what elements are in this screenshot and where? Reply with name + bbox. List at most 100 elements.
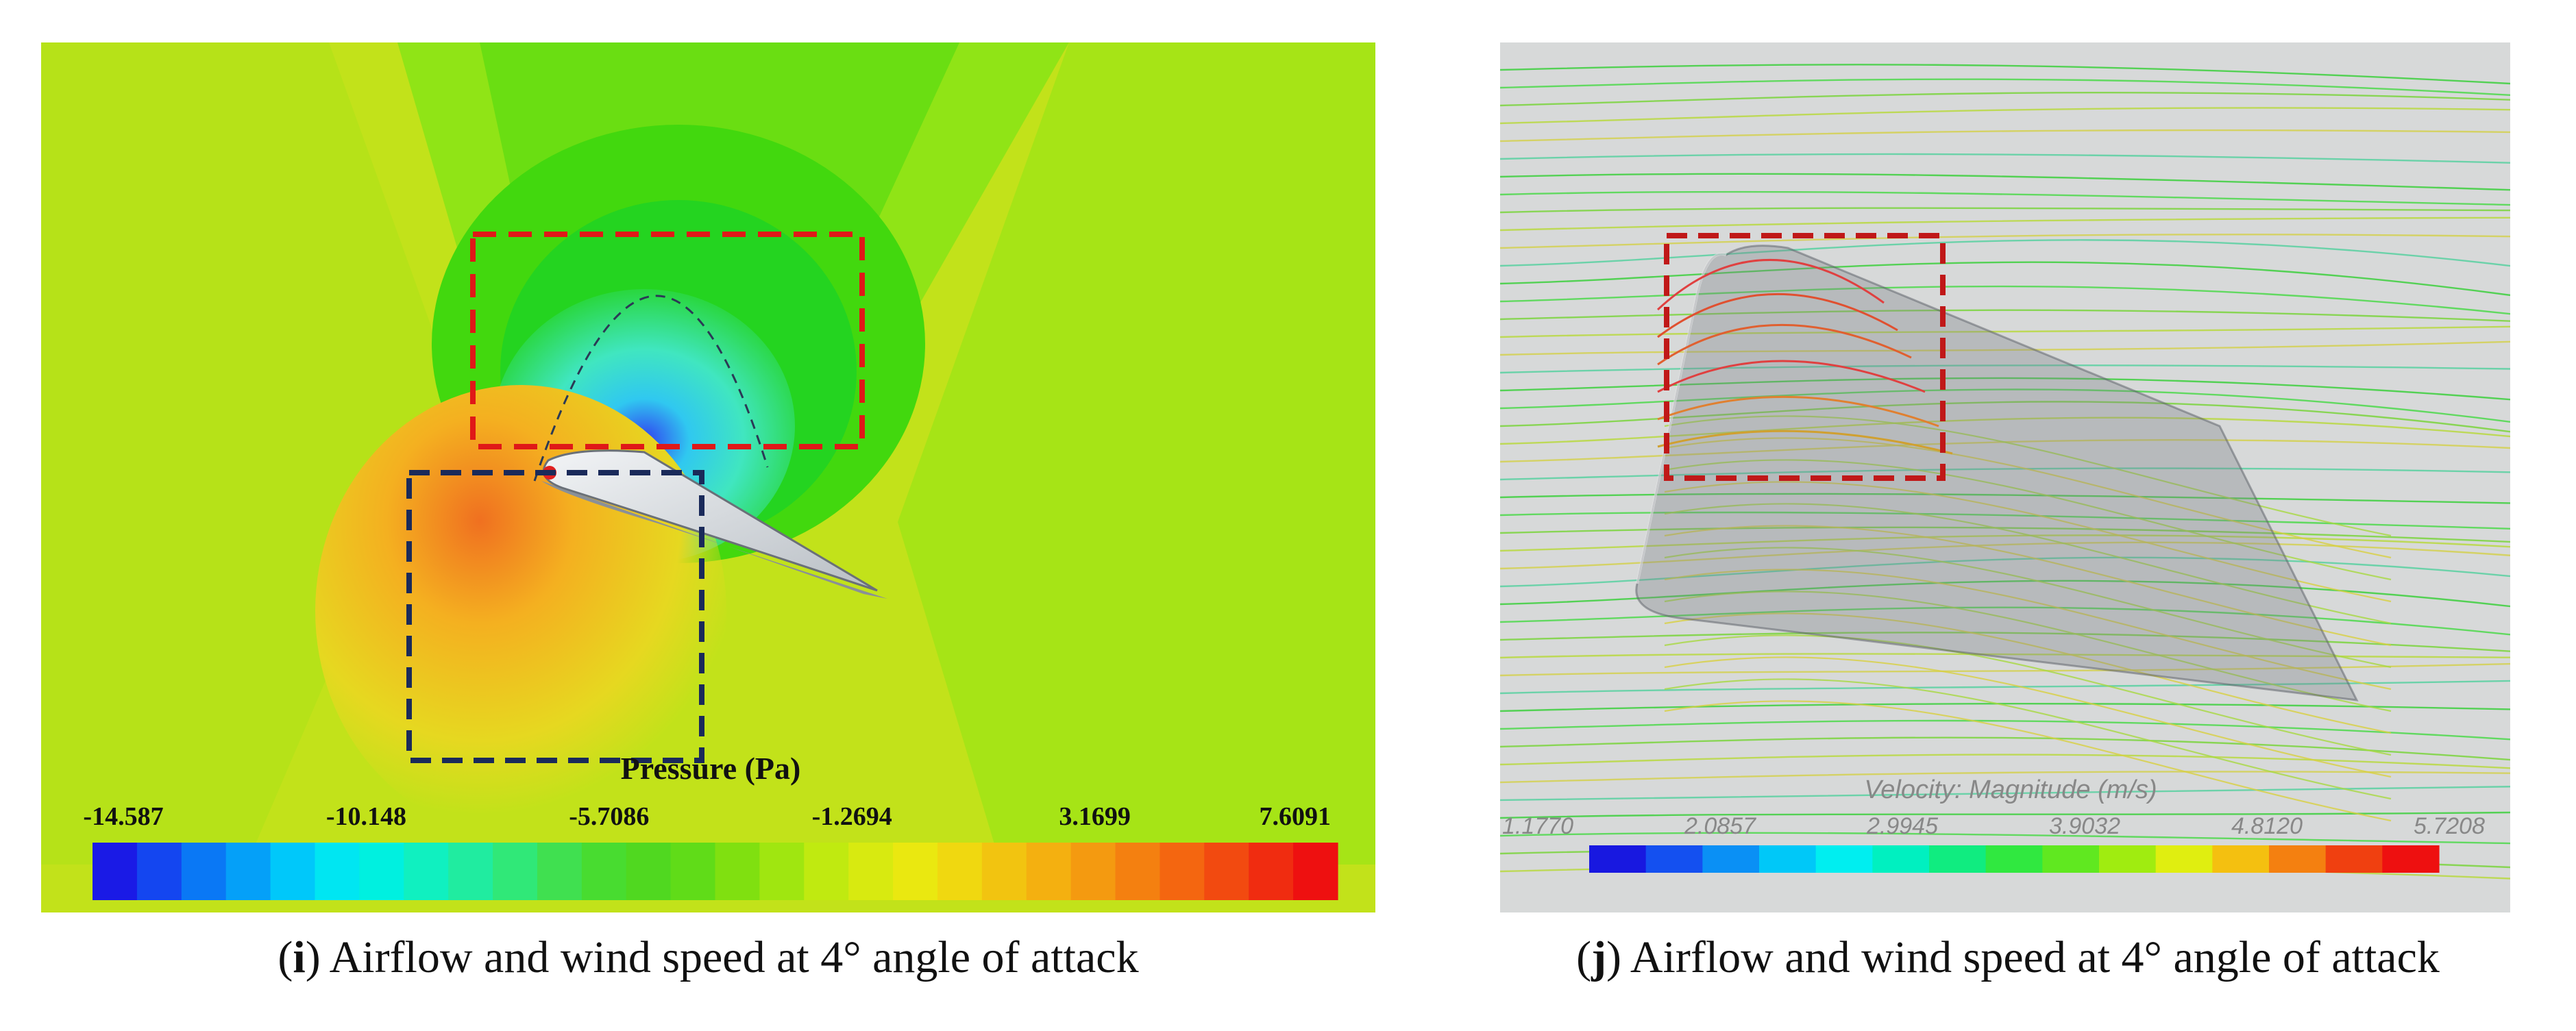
streamline: [1500, 153, 2510, 164]
colorbar-swatch: [1929, 845, 1987, 873]
colorbar-tick-label: 4.8120: [2231, 813, 2303, 839]
caption-label: i: [293, 932, 306, 982]
streamline: [1500, 401, 2510, 433]
colorbar-swatch: [1115, 843, 1161, 900]
colorbar-swatch: [1702, 845, 1760, 873]
colorbar-swatch: [315, 843, 360, 900]
colorbar-swatch: [804, 843, 849, 900]
colorbar-swatch: [2099, 845, 2157, 873]
streamline: [1500, 239, 2510, 267]
figure-caption-i: (i) Airflow and wind speed at 4° angle o…: [278, 932, 1139, 982]
streamline: [1500, 91, 2510, 107]
colorbar-tick-label: -1.2694: [812, 802, 892, 831]
streamline: [1500, 388, 2510, 423]
velocity-streamline-panel: Velocity: Magnitude (m/s) 1.1770 2.0857 2.…: [1500, 42, 2510, 912]
streamline: [1500, 754, 2510, 769]
colorbar-swatch: [1759, 845, 1817, 873]
streamline: [1664, 612, 2392, 734]
colorbar-tick-label: -10.148: [326, 802, 406, 831]
streamline: [1500, 771, 2510, 784]
streamline: [1500, 541, 2510, 570]
streamline: [1500, 438, 2510, 463]
streamline: [1500, 285, 2510, 315]
streamline: [1664, 634, 2392, 756]
colorbar-swatch: [848, 843, 894, 900]
streamline: [1500, 207, 2510, 214]
streamline: [1664, 503, 2392, 625]
wing: [542, 449, 878, 592]
caption-text: Airflow and wind speed at 4° angle of at…: [1630, 932, 2440, 982]
colorbar-swatch: [1249, 843, 1294, 900]
wing-edge-highlight: [1636, 252, 1727, 584]
velocity-colorbar: [1589, 845, 2440, 873]
colorbar-swatch: [1815, 845, 1873, 873]
colorbar-swatch: [448, 843, 493, 900]
streamline: [1500, 702, 2510, 712]
colorbar-tick-label: 2.0857: [1684, 813, 1756, 839]
streamline: [1664, 481, 2392, 603]
side-green-region: [898, 42, 1375, 865]
streamline: [1500, 340, 2510, 356]
streamline: [1500, 173, 2510, 191]
streamline: [1500, 662, 2510, 677]
colorbar-tick-label: -14.587: [83, 802, 163, 831]
colorbar-swatch: [759, 843, 805, 900]
colorbar-swatch: [1160, 843, 1205, 900]
streamline: [1500, 719, 2510, 741]
colorbar-swatch: [1589, 845, 1647, 873]
colorbar-swatch: [626, 843, 672, 900]
streamline: [1500, 107, 2510, 125]
streamline: [1500, 364, 2510, 374]
colorbar-swatch: [715, 843, 760, 900]
streamline: [1500, 78, 2510, 97]
colorbar-swatch: [270, 843, 316, 900]
streamline: [1664, 591, 2392, 712]
colorbar-swatch: [2269, 845, 2327, 873]
colorbar-swatch: [2042, 845, 2100, 873]
streamline: [1500, 309, 2510, 322]
caption-text: Airflow and wind speed at 4° angle of at…: [329, 932, 1139, 982]
streamline: [1500, 526, 2510, 543]
streamline: [1500, 129, 2510, 142]
streamline: [1500, 811, 2510, 819]
colorbar-swatch: [1070, 843, 1116, 900]
streamline: [1500, 680, 2510, 695]
velocity-streamline-plot: Velocity: Magnitude (m/s) 1.1770 2.0857 2.…: [1500, 64, 2510, 880]
colorbar-swatch: [225, 843, 271, 900]
pressure-contour-plot: Pressure (Pa) -14.587 -10.148 -5.7086 -1.26…: [41, 42, 1375, 900]
colorbar-swatch: [1872, 845, 1930, 873]
colorbar-title: Velocity: Magnitude (m/s): [1864, 775, 2157, 804]
colorbar-tick-label: 5.7208: [2414, 813, 2485, 839]
streamline: [1500, 534, 2510, 552]
streamline: [1664, 415, 2392, 537]
streamline: [1500, 325, 2510, 338]
streamline: [1500, 632, 2510, 652]
colorbar-swatch: [537, 843, 582, 900]
streamline: [1500, 511, 2510, 530]
streamline: [1664, 547, 2392, 669]
streamline: [1664, 437, 2392, 559]
streamline: [1500, 653, 2510, 659]
colorbar-swatch: [93, 843, 138, 900]
red-highlight-box: [1664, 233, 1946, 481]
colorbar-tick-label: 3.1699: [1059, 802, 1131, 831]
streamline: [1664, 678, 2392, 800]
colorbar-swatch: [2155, 845, 2213, 873]
colorbar-swatch: [1985, 845, 2043, 873]
colorbar-tick-label: 7.6091: [1260, 802, 1332, 831]
wing-translucent: [1635, 245, 2359, 701]
streamline: [1664, 700, 2392, 822]
colorbar-swatch: [670, 843, 716, 900]
colorbar-swatch: [581, 843, 627, 900]
streamline: [1500, 417, 2510, 445]
colorbar-tick-labels: -14.587 -10.148 -5.7086 -1.2694 3.1699 7.6091: [83, 802, 1331, 831]
colorbar-swatch: [181, 843, 227, 900]
colorbar-tick-label: 3.9032: [2049, 813, 2120, 839]
colorbar-tick-label: 1.1770: [1502, 813, 1573, 839]
colorbar-title: Pressure (Pa): [621, 751, 801, 786]
colorbar-swatch: [1204, 843, 1249, 900]
streamline: [1664, 459, 2392, 581]
streamline: [1500, 216, 2510, 232]
streamline-arc: [533, 295, 769, 482]
side-green-region-left: [41, 42, 452, 865]
